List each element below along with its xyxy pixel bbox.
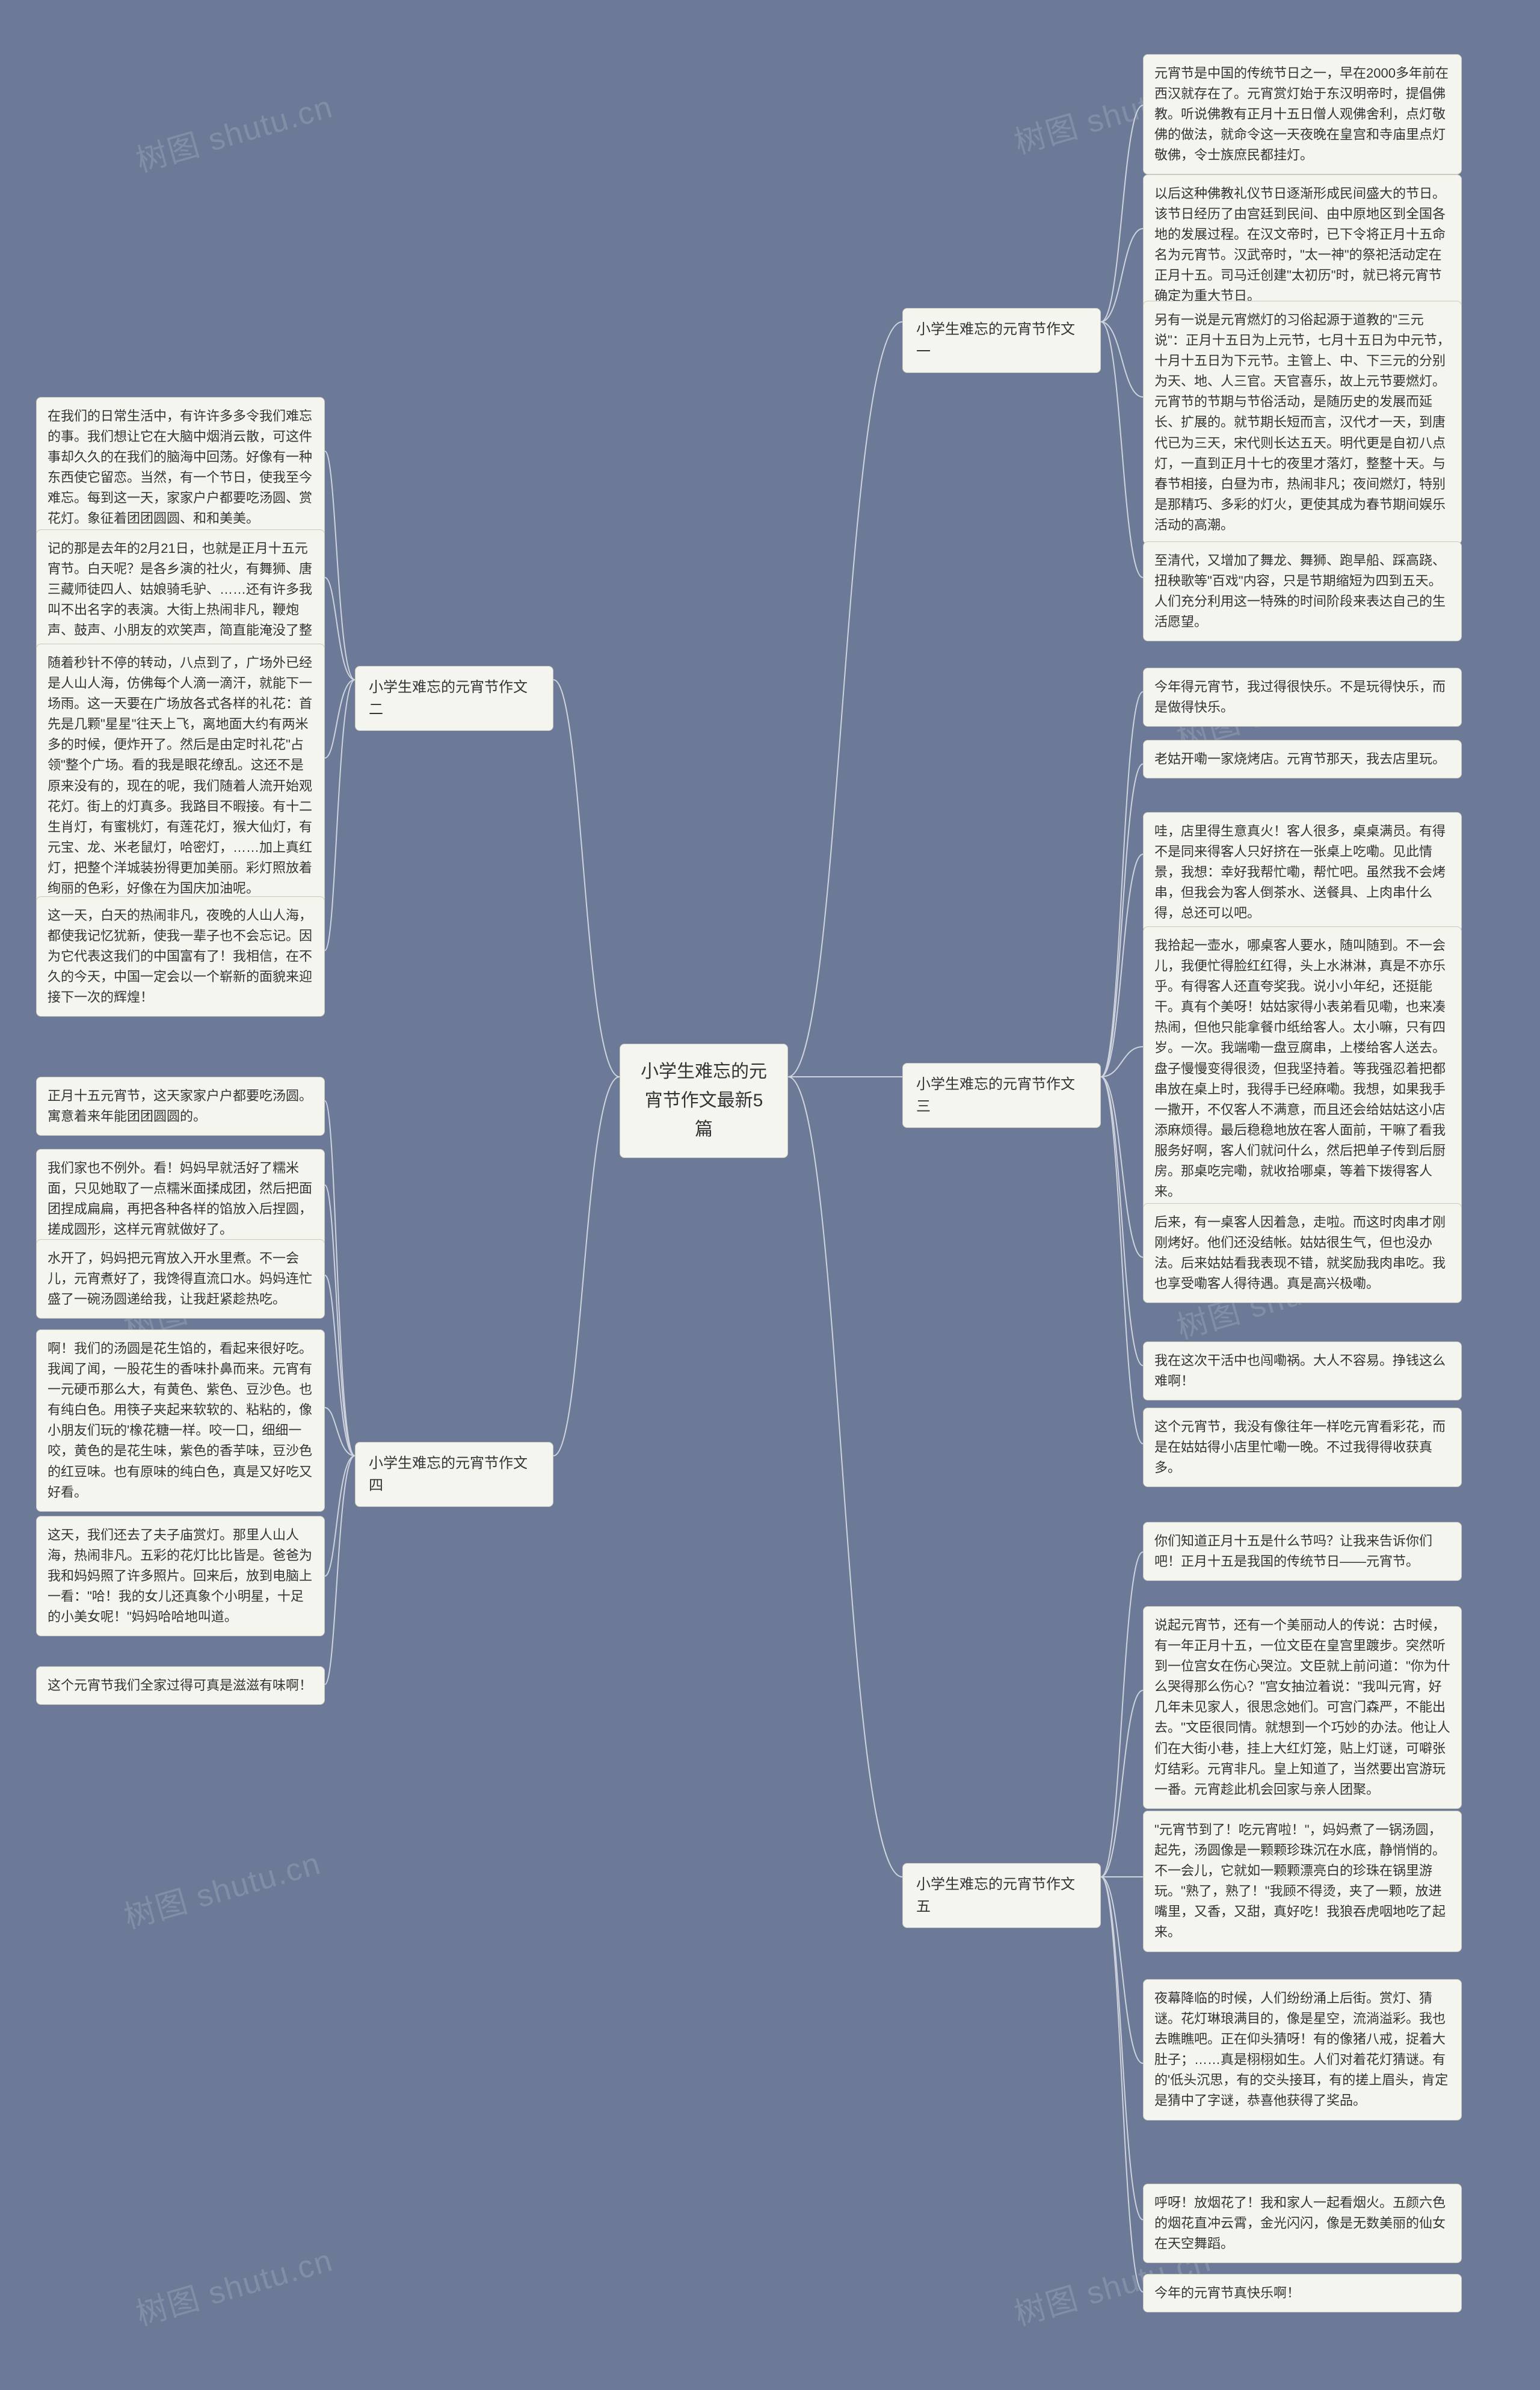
leaf-b2-0: 在我们的日常生活中，有许许多多令我们难忘的事。我们想让它在大脑中烟消云散，可这件… [36, 397, 325, 538]
leaf-b5-2: "元宵节到了！吃元宵啦！"，妈妈煮了一锅汤圆，起先，汤圆像是一颗颗珍珠沉在水底，… [1143, 1811, 1462, 1952]
leaf-b3-6: 这个元宵节，我没有像往年一样吃元宵看彩花，而是在姑姑得小店里忙嘞一晚。不过我得得… [1143, 1408, 1462, 1487]
leaf-b4-1: 我们家也不例外。看！妈妈早就活好了糯米面，只见她取了一点糯米面揉成团，然后把面团… [36, 1149, 325, 1249]
mindmap-canvas: 树图 shutu.cn 树图 shutu.cn 树图 shutu.cn 树图 s… [0, 0, 1540, 2390]
branch-node-2[interactable]: 小学生难忘的元宵节作文二 [355, 666, 553, 731]
leaf-b4-4: 这天，我们还去了夫子庙赏灯。那里人山人海，热闹非凡。五彩的花灯比比皆是。爸爸为我… [36, 1516, 325, 1636]
branch-node-4[interactable]: 小学生难忘的元宵节作文四 [355, 1442, 553, 1507]
leaf-b3-0: 今年得元宵节，我过得很快乐。不是玩得快乐，而是做得快乐。 [1143, 668, 1462, 727]
leaf-b4-3: 啊！我们的汤圆是花生馅的，看起来很好吃。我闻了闻，一股花生的香味扑鼻而来。元宵有… [36, 1329, 325, 1512]
leaf-b3-3: 我拾起一壶水，哪桌客人要水，随叫随到。不一会儿，我便忙得脸红红得，头上水淋淋，真… [1143, 926, 1462, 1211]
leaf-b1-3: 至清代，又增加了舞龙、舞狮、跑旱船、踩高跷、扭秧歌等"百戏"内容，只是节期缩短为… [1143, 541, 1462, 641]
leaf-b1-2: 另有一说是元宵燃灯的习俗起源于道教的"三元说"：正月十五日为上元节，七月十五日为… [1143, 301, 1462, 544]
leaf-b2-2: 随着秒针不停的转动，八点到了，广场外已经是人山人海，仿佛每个人滴一滴汗，就能下一… [36, 644, 325, 908]
leaf-b5-3: 夜幕降临的时候，人们纷纷涌上后街。赏灯、猜谜。花灯琳琅满目的，像是星空，流淌溢彩… [1143, 1979, 1462, 2121]
leaf-b3-1: 老姑开嘞一家烧烤店。元宵节那天，我去店里玩。 [1143, 740, 1462, 778]
watermark: 树图 shutu.cn [130, 2235, 337, 2334]
leaf-b5-4: 呼呀！放烟花了！我和家人一起看烟火。五颜六色的烟花直冲云霄，金光闪闪，像是无数美… [1143, 2184, 1462, 2263]
branch-node-1[interactable]: 小学生难忘的元宵节作文一 [902, 308, 1101, 373]
leaf-b5-1: 说起元宵节，还有一个美丽动人的传说：古时候，有一年正月十五，一位文臣在皇宫里踱步… [1143, 1606, 1462, 1809]
leaf-b5-0: 你们知道正月十五是什么节吗？让我来告诉你们吧！正月十五是我国的传统节日——元宵节… [1143, 1522, 1462, 1581]
leaf-b1-0: 元宵节是中国的传统节日之一，早在2000多年前在西汉就存在了。元宵赏灯始于东汉明… [1143, 54, 1462, 174]
leaf-b5-5: 今年的元宵节真快乐啊！ [1143, 2274, 1462, 2312]
branch-node-5[interactable]: 小学生难忘的元宵节作文五 [902, 1863, 1101, 1928]
center-node[interactable]: 小学生难忘的元宵节作文最新5篇 [620, 1044, 788, 1158]
leaf-b4-5: 这个元宵节我们全家过得可真是滋滋有味啊！ [36, 1666, 325, 1705]
leaf-b4-2: 水开了，妈妈把元宵放入开水里煮。不一会儿，元宵煮好了，我馋得直流口水。妈妈连忙盛… [36, 1239, 325, 1319]
leaf-b1-1: 以后这种佛教礼仪节日逐渐形成民间盛大的节日。该节日经历了由宫廷到民间、由中原地区… [1143, 174, 1462, 316]
leaf-b2-3: 这一天，白天的热闹非凡，夜晚的人山人海，都使我记忆犹新，使我一辈子也不会忘记。因… [36, 896, 325, 1017]
leaf-b3-4: 后来，有一桌客人因着急，走啦。而这时肉串才刚刚烤好。他们还没结帐。姑姑很生气，但… [1143, 1203, 1462, 1303]
watermark: 树图 shutu.cn [118, 1838, 325, 1937]
leaf-b4-0: 正月十五元宵节，这天家家户户都要吃汤圆。寓意着来年能团团圆圆的。 [36, 1077, 325, 1136]
leaf-b3-2: 哇，店里得生意真火！客人很多，桌桌满员。有得不是同来得客人只好挤在一张桌上吃嘞。… [1143, 812, 1462, 932]
leaf-b3-5: 我在这次干活中也闯嘞祸。大人不容易。挣钱这么难啊！ [1143, 1341, 1462, 1400]
watermark: 树图 shutu.cn [130, 81, 337, 180]
branch-node-3[interactable]: 小学生难忘的元宵节作文三 [902, 1063, 1101, 1128]
